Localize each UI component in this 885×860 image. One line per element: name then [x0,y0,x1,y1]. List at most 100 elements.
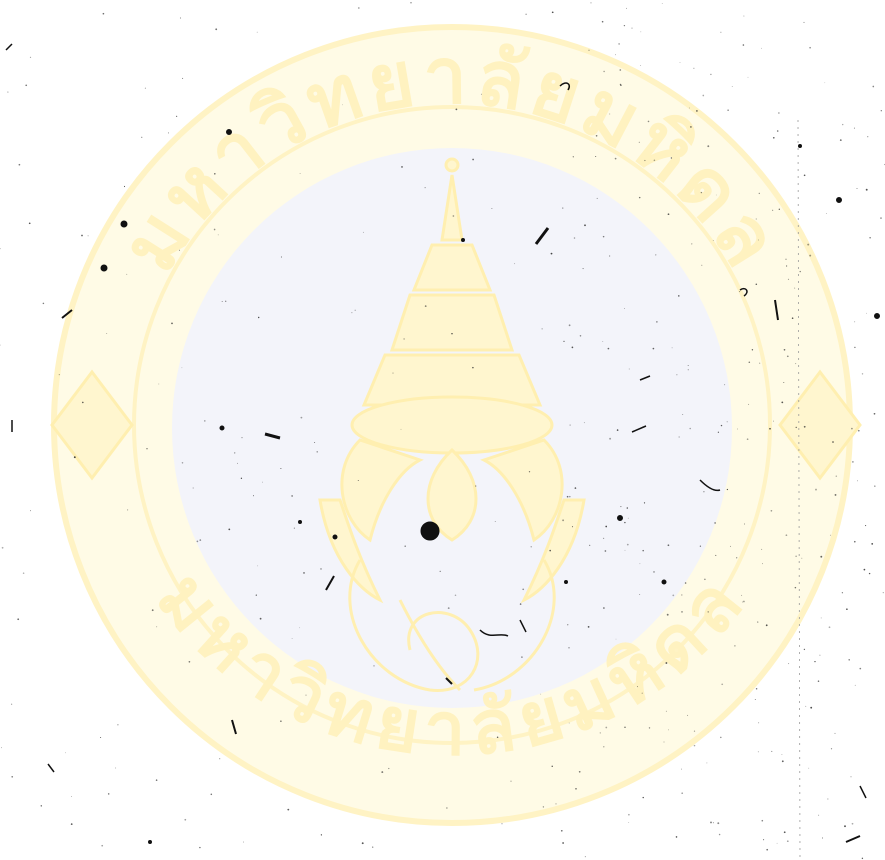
dust-dot [771,750,773,752]
dust-dot [678,436,680,438]
dust-dot [555,803,557,805]
dust-dot [873,412,876,415]
dust-dot [718,833,721,836]
dust-dot [181,462,184,464]
dust-dot [665,710,667,712]
dust-dot [280,467,282,470]
dust-dot [624,521,626,524]
speck [461,238,465,242]
dust-dot [734,645,736,647]
dust-dot [861,857,864,860]
dust-dot [155,779,158,781]
dust-dot [642,549,644,552]
dust-dot [769,427,771,430]
dust-dot [609,113,611,115]
dust-dot [156,626,158,628]
dust-dot [1,546,4,549]
dust-dot [763,839,765,841]
dust-dot [631,27,633,29]
dust-dot [741,594,743,596]
dust-dot [623,24,626,27]
dust-dot [809,46,811,49]
dust-dot [720,736,722,739]
dust-dot [795,426,797,429]
dust-dot [305,694,307,696]
dust-dot [776,842,778,844]
dust-dot [825,213,827,214]
dust-dot [619,69,622,71]
dust-dot [357,7,360,9]
dust-dot [844,825,846,828]
dust-dot [693,744,696,747]
dust-dot [786,355,789,358]
dust-dot [639,563,641,565]
dust-dot [679,61,681,63]
speck [479,629,509,637]
dust-dot [514,263,516,265]
dust-dot [820,555,823,558]
dust-dot [783,348,786,351]
dust-dot [854,540,856,543]
dust-dot [587,626,590,628]
dust-dot [100,736,102,739]
dust-dot [562,842,564,844]
dust-dot [530,546,532,548]
dust-dot [731,86,733,88]
dust-dot [641,692,643,694]
dust-dot [175,115,178,118]
dust-dot [607,347,610,350]
dust-dot [123,185,126,188]
seal-right-diamond [778,369,862,481]
dust-dot [528,471,531,473]
speck [859,785,867,799]
dust-dot [584,224,586,227]
dust-dot [799,270,801,273]
dust-dot [641,426,643,428]
dust-dot [595,134,598,137]
dust-dot [857,429,860,432]
dust-dot [832,441,834,443]
dust-dot [563,340,565,342]
dust-dot [736,428,738,430]
seal-crown-emblem [318,157,586,692]
dust-dot [794,586,797,589]
dust-dot [521,656,523,658]
dust-dot [787,278,790,280]
dust-dot [687,369,689,371]
dust-dot [293,527,295,529]
dust-dot [748,403,750,405]
dust-dot [214,173,216,175]
dust-dot [702,94,705,97]
dust-dot [22,572,25,574]
speck [617,515,623,521]
dust-dot [755,688,758,690]
dust-dot [693,67,695,69]
dust-dot [221,300,223,303]
speck [47,763,55,773]
dust-dot [596,197,598,199]
speck [534,227,550,245]
dust-dot [569,495,571,498]
dust-dot [572,156,574,158]
dust-dot [808,767,810,769]
dust-dot [671,347,673,349]
dust-dot [446,807,448,809]
dust-dot [579,335,582,337]
dust-dot [28,222,31,225]
dust-dot [259,617,262,620]
dust-dot [803,21,805,23]
dust-dot [354,309,356,311]
dust-dot [424,305,427,307]
dust-dot [167,132,169,134]
scan-specks [5,43,880,844]
dust-dot [743,600,745,603]
dust-dot [656,321,658,323]
speck [874,313,880,319]
dust-dot [11,775,14,778]
dust-dot [541,328,543,330]
dust-dot [701,264,703,266]
dust-dot [568,324,571,327]
dust-dot [562,207,564,209]
seal-left-diamond [50,369,134,481]
dust-dot [599,732,601,734]
